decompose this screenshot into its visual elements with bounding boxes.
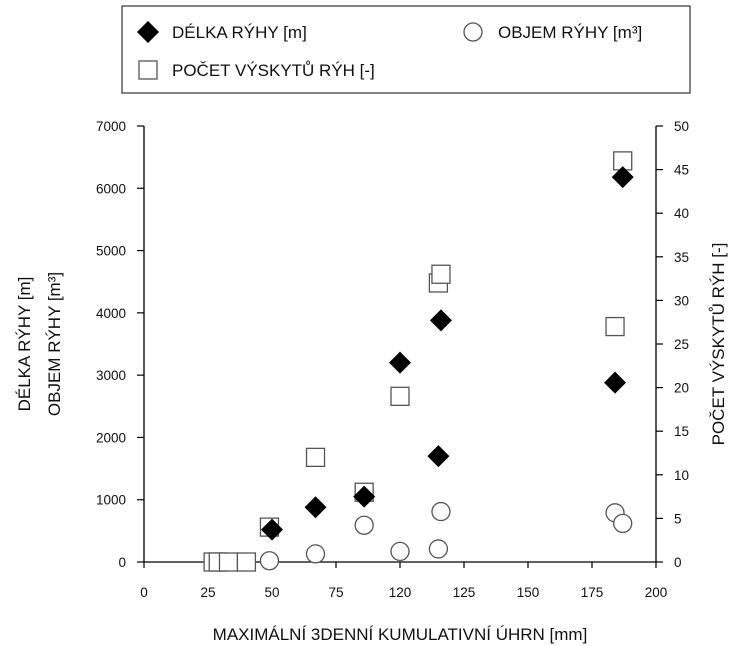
y-left-tick-label: 1000 — [96, 493, 126, 508]
x-tick-label: 175 — [581, 585, 604, 600]
point-delka-ryhy — [611, 166, 634, 189]
point-delka-ryhy — [304, 496, 327, 519]
x-axis-title: MAXIMÁLNÍ 3DENNÍ KUMULATIVNÍ ÚHRN [mm] — [213, 625, 588, 644]
point-objem-ryhy — [390, 541, 410, 562]
y-left-tick-label: 0 — [118, 555, 126, 570]
y-right-tick-label: 30 — [674, 293, 689, 308]
y-right-tick-label: 10 — [674, 468, 689, 483]
x-axis-ticks: 0 25 50 75 120 125 150 175 200 — [140, 562, 667, 600]
y-right-tick-label: 45 — [674, 163, 689, 178]
point-objem-ryhy — [259, 551, 280, 571]
point-pocet-vyskytu — [236, 552, 257, 572]
legend-label-pocet: POČET VÝSKYTŮ RÝH [-] — [172, 61, 375, 80]
point-objem-ryhy — [354, 515, 374, 535]
legend-label-delka: DÉLKA RÝHY [m] — [172, 23, 307, 42]
x-tick-label: 120 — [389, 585, 412, 600]
legend-marker-square — [138, 60, 158, 80]
legend-marker-circle — [463, 22, 483, 42]
y-right-tick-label: 50 — [674, 119, 689, 134]
y-left-tick-label: 7000 — [96, 119, 126, 134]
y-right-tick-label: 35 — [674, 250, 689, 265]
x-tick-label: 150 — [517, 585, 540, 600]
point-delka-ryhy — [427, 445, 450, 468]
point-delka-ryhy — [261, 518, 283, 541]
point-pocet-vyskytu — [605, 316, 625, 337]
x-tick-label: 125 — [453, 585, 476, 600]
y-right-tick-label: 5 — [674, 511, 682, 526]
legend-box — [121, 5, 691, 94]
point-objem-ryhy — [305, 544, 326, 564]
point-pocet-vyskytu — [390, 386, 410, 406]
y-right-axis-title: POČET VÝSKYTŮ RÝH [-] — [709, 243, 728, 446]
y-left-tick-label: 2000 — [96, 430, 126, 445]
x-tick-label: 0 — [140, 585, 148, 600]
x-tick-label: 25 — [200, 585, 215, 600]
y-right-tick-label: 0 — [674, 555, 682, 570]
x-tick-label: 200 — [645, 585, 668, 600]
legend: DÉLKA RÝHY [m] OBJEM RÝHY [m³] POČET VÝS… — [121, 5, 691, 94]
point-delka-ryhy — [389, 351, 411, 374]
point-pocet-vyskytu — [218, 552, 239, 572]
legend-label-objem: OBJEM RÝHY [m³] — [498, 23, 642, 42]
x-tick-label: 50 — [264, 585, 279, 600]
y-left-tick-label: 4000 — [96, 306, 126, 321]
y-right-tick-label: 40 — [674, 206, 689, 221]
data-points — [203, 151, 634, 572]
y-left-tick-label: 5000 — [96, 244, 126, 259]
y-left-axis-ticks: 0 1000 2000 3000 4000 5000 6000 7000 — [96, 119, 144, 570]
point-pocet-vyskytu — [305, 447, 326, 468]
axes — [143, 126, 657, 563]
y-left-tick-label: 3000 — [96, 368, 126, 383]
legend-marker-diamond — [137, 21, 159, 43]
point-pocet-vyskytu — [431, 264, 451, 284]
point-objem-ryhy — [428, 539, 449, 559]
point-delka-ryhy — [604, 371, 627, 394]
x-tick-label: 75 — [328, 585, 343, 600]
y-left-axis-title-line2: OBJEM RÝHY [m³] — [45, 272, 64, 416]
y-left-tick-label: 6000 — [96, 181, 126, 196]
point-objem-ryhy — [613, 513, 633, 534]
y-right-tick-label: 25 — [674, 337, 689, 352]
point-delka-ryhy — [353, 485, 376, 508]
point-objem-ryhy — [431, 501, 451, 522]
y-right-axis-ticks: 0 5 10 15 20 25 30 35 40 45 50 — [656, 119, 689, 570]
y-left-axis-title-line1: DÉLKA RÝHY [m] — [15, 277, 34, 412]
y-right-tick-label: 20 — [674, 381, 689, 396]
point-delka-ryhy — [429, 309, 452, 332]
y-right-tick-label: 15 — [674, 424, 689, 439]
